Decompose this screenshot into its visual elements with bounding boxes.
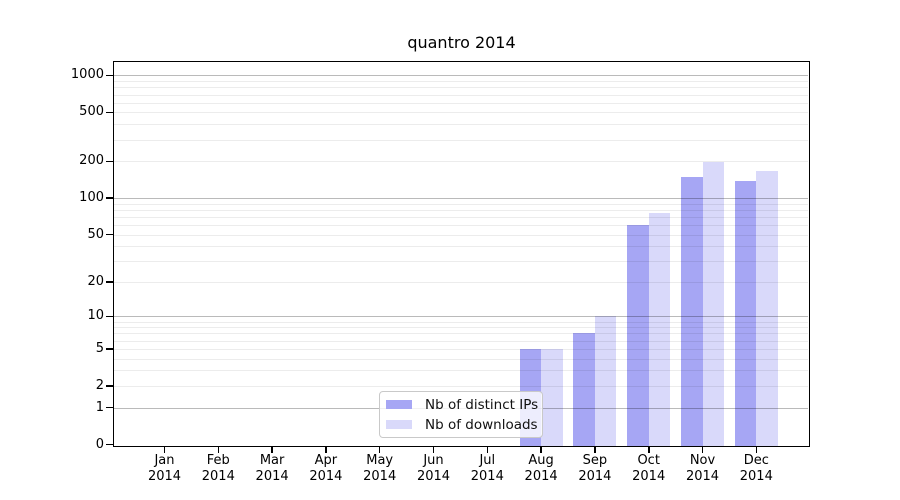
gridline-minor	[114, 161, 808, 163]
y-axis-tick	[106, 233, 113, 236]
legend-label-downloads: Nb of downloads	[425, 416, 538, 433]
bar-downloads-nov	[702, 162, 724, 447]
x-axis-label: Jan 2014	[147, 453, 182, 484]
gridline-major	[114, 316, 808, 318]
gridline-minor	[114, 321, 808, 323]
y-axis-tick	[106, 197, 113, 199]
y-axis-tick	[106, 385, 113, 387]
gridline-major	[114, 198, 808, 199]
y-axis-label: 2	[95, 377, 104, 393]
x-axis-label: Aug 2014	[524, 453, 558, 484]
x-axis-tick	[163, 447, 166, 453]
x-axis-label: Jun 2014	[416, 453, 451, 484]
y-axis-label: 10	[87, 308, 104, 324]
y-axis-label: 200	[79, 153, 104, 169]
gridline-minor	[114, 348, 808, 350]
gridline-minor	[114, 281, 808, 283]
gridline-minor	[114, 124, 808, 126]
y-axis-label: 100	[79, 190, 104, 205]
x-axis-tick	[755, 447, 757, 453]
gridline-minor	[114, 102, 808, 104]
y-axis-tick	[106, 111, 113, 114]
x-axis-tick	[486, 447, 488, 453]
gridline-minor	[114, 246, 808, 248]
gridline-minor	[114, 340, 808, 342]
x-axis-label: May 2014	[363, 453, 397, 484]
gridline-minor	[114, 216, 808, 218]
y-axis-tick	[106, 74, 113, 77]
x-axis-tick	[594, 447, 596, 453]
legend-item-distinct-ips: Nb of distinct IPs	[386, 396, 539, 413]
gridline-minor	[114, 224, 808, 226]
bar-downloads-aug	[541, 348, 563, 447]
y-axis-label: 500	[79, 104, 104, 120]
x-axis-label: Sep 2014	[578, 453, 612, 484]
gridline-minor	[114, 81, 808, 83]
chart-title: quantro 2014	[407, 33, 516, 52]
x-axis-label: Apr 2014	[309, 453, 343, 484]
gridline-minor	[114, 203, 808, 205]
y-axis-label: 5	[95, 340, 104, 356]
bar-distinct-ips-sep	[573, 333, 595, 447]
legend-item-downloads: Nb of downloads	[386, 416, 538, 433]
x-axis-tick	[432, 447, 435, 453]
gridline-minor	[114, 333, 808, 335]
x-axis-label: Jul 2014	[470, 453, 504, 484]
y-axis-label: 50	[87, 226, 104, 242]
y-axis-label: 1	[95, 399, 104, 415]
bar-downloads-oct	[648, 212, 671, 447]
legend-swatch-downloads	[386, 420, 412, 429]
x-axis-tick	[701, 447, 704, 453]
y-axis-tick	[106, 443, 113, 446]
bar-distinct-ips-oct	[627, 224, 649, 447]
x-axis-tick	[325, 447, 327, 453]
x-axis-label: Nov 2014	[685, 453, 720, 484]
gridline-minor	[114, 370, 808, 372]
gridline-minor	[114, 358, 808, 360]
y-axis-tick	[106, 348, 113, 350]
x-axis-tick	[648, 447, 650, 453]
legend-label-distinct-ips: Nb of distinct IPs	[425, 396, 539, 413]
x-axis-tick	[271, 447, 273, 453]
x-axis-label: Dec 2014	[739, 453, 773, 484]
legend: Nb of distinct IPs Nb of downloads	[379, 391, 543, 438]
x-axis-label: Mar 2014	[255, 453, 289, 484]
gridline-minor	[114, 87, 808, 89]
y-axis-tick	[106, 315, 113, 318]
gridline-minor	[114, 139, 808, 141]
gridline-minor	[114, 112, 808, 114]
gridline-minor	[114, 385, 808, 387]
x-axis-tick	[540, 447, 542, 453]
bar-downloads-sep	[594, 316, 617, 447]
gridline-minor	[114, 94, 808, 96]
gridline-minor	[114, 209, 808, 211]
gridline-minor	[114, 327, 808, 329]
x-axis-label: Oct 2014	[632, 453, 666, 484]
x-axis-tick	[217, 447, 220, 453]
x-axis-tick	[378, 447, 381, 453]
gridline-minor	[114, 261, 808, 263]
gridline-major	[114, 75, 808, 77]
bar-distinct-ips-nov	[681, 176, 703, 447]
y-axis-tick	[106, 160, 113, 162]
y-axis-label: 20	[87, 273, 104, 289]
bar-distinct-ips-dec	[734, 180, 757, 447]
y-axis-label: 1000	[70, 67, 104, 83]
x-axis-label: Feb 2014	[201, 453, 235, 484]
y-axis-label: 0	[95, 436, 104, 452]
y-axis-tick	[106, 281, 113, 283]
bar-downloads-dec	[756, 170, 778, 447]
gridline-minor	[114, 234, 808, 236]
y-axis-tick	[106, 406, 113, 409]
legend-swatch-distinct-ips	[386, 400, 412, 409]
